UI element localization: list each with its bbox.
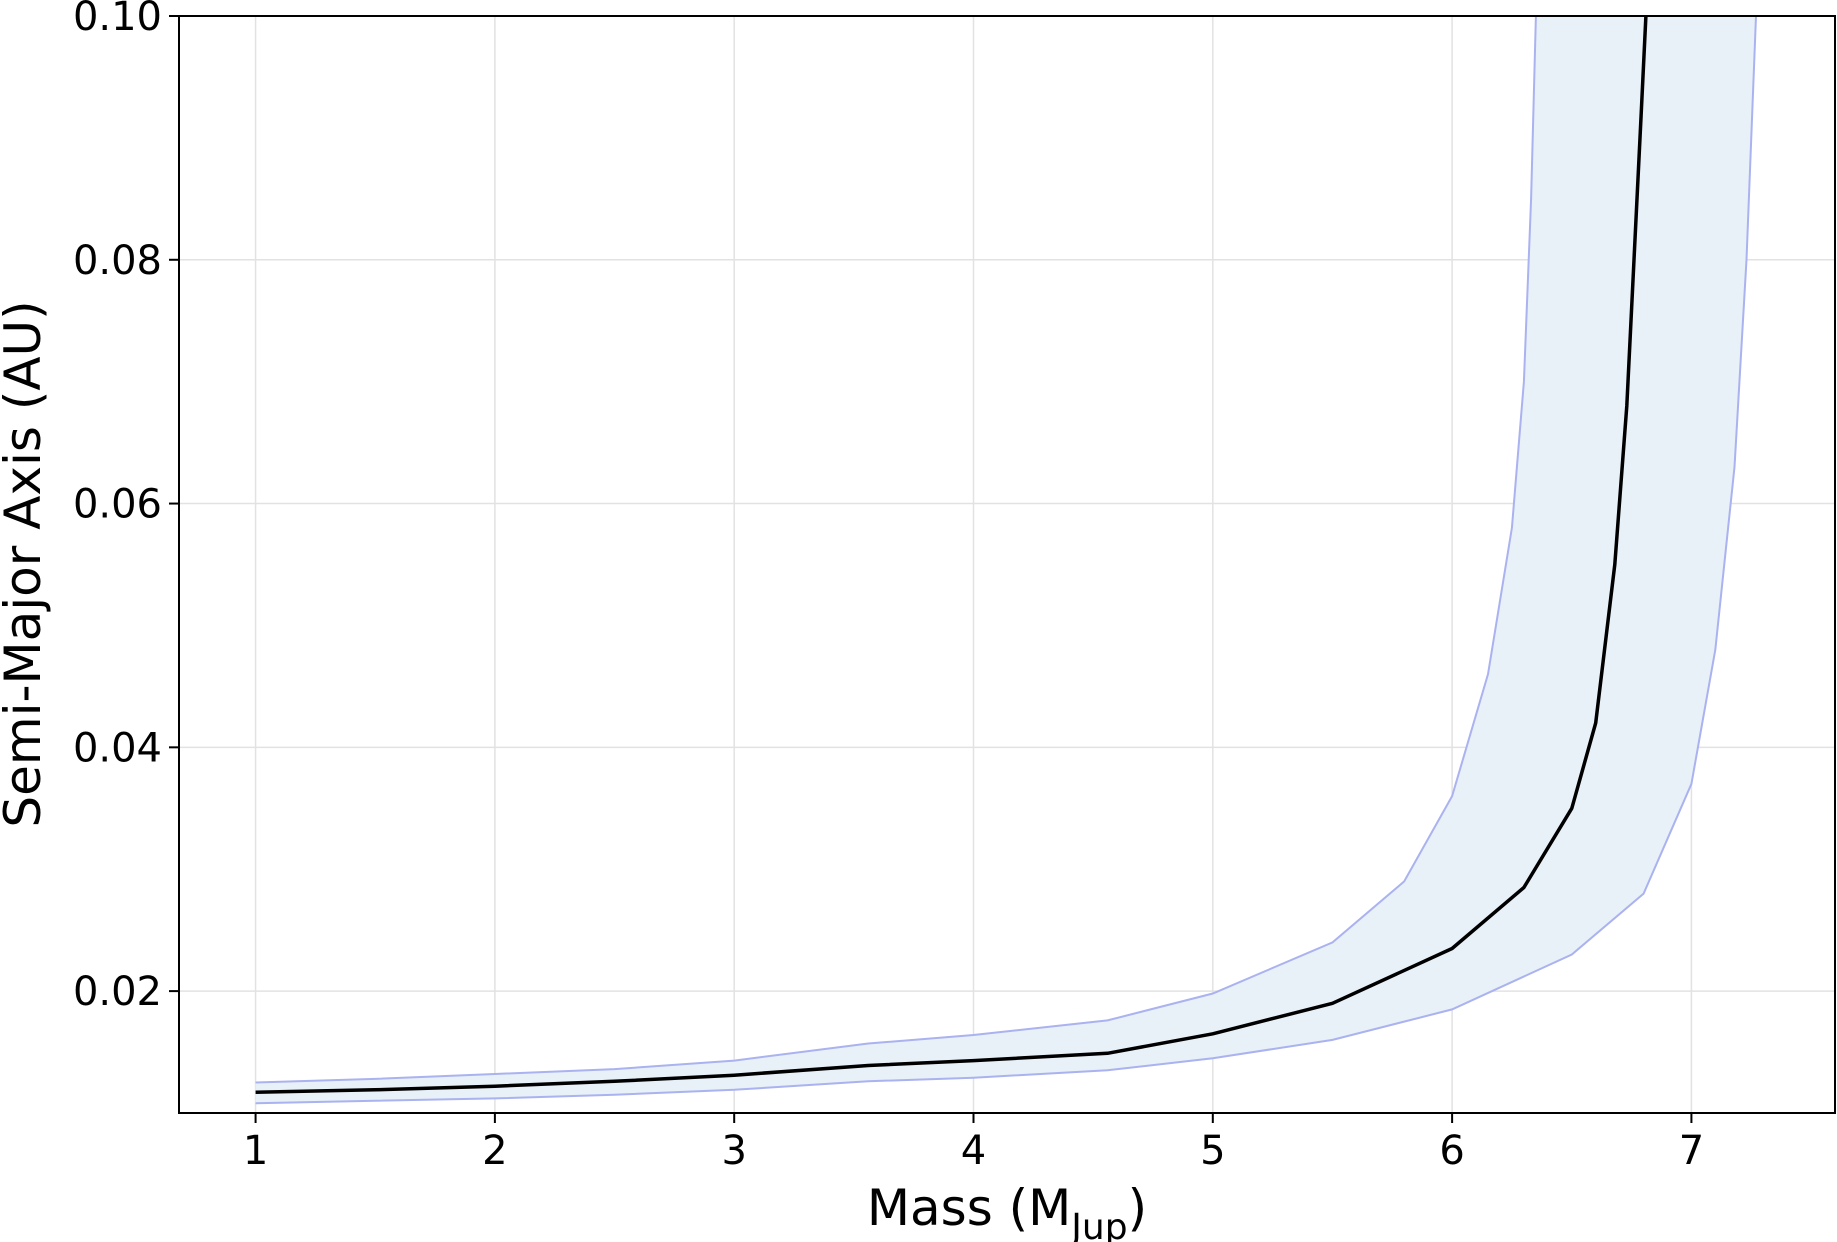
plot-frame [178, 15, 1836, 1114]
x-tick-label-1: 1 [243, 1128, 268, 1174]
x-tick-label-2: 2 [482, 1128, 507, 1174]
y-tick-label-0.04: 0.04 [73, 725, 162, 771]
x-axis-title-main: Mass (M [867, 1179, 1071, 1237]
x-axis-title-subscript: Jup [1069, 1207, 1127, 1242]
x-axis-title-close: ) [1128, 1179, 1148, 1237]
x-axis-title: Mass (MJup) [867, 1179, 1147, 1242]
uncertainty-band [255, 16, 1757, 1104]
band-upper-edge [255, 16, 1537, 1084]
y-tick-label-0.02: 0.02 [73, 969, 162, 1015]
y-axis-title: Semi-Major Axis (AU) [0, 300, 52, 827]
x-tick-label-3: 3 [721, 1128, 746, 1174]
axis-ticks: 1 2 3 4 5 6 7 0.02 0.04 0.06 0.08 0.10 [73, 0, 1704, 1174]
plot-area [255, 16, 1757, 1105]
x-tick-label-6: 6 [1439, 1128, 1464, 1174]
band-lower-edge [255, 16, 1757, 1105]
y-tick-label-0.06: 0.06 [73, 482, 162, 528]
y-tick-label-0.08: 0.08 [73, 238, 162, 284]
x-tick-label-7: 7 [1679, 1128, 1704, 1174]
x-tick-label-4: 4 [961, 1128, 986, 1174]
x-tick-label-5: 5 [1200, 1128, 1225, 1174]
median-line [255, 16, 1648, 1095]
y-tick-label-0.10: 0.10 [73, 0, 162, 40]
